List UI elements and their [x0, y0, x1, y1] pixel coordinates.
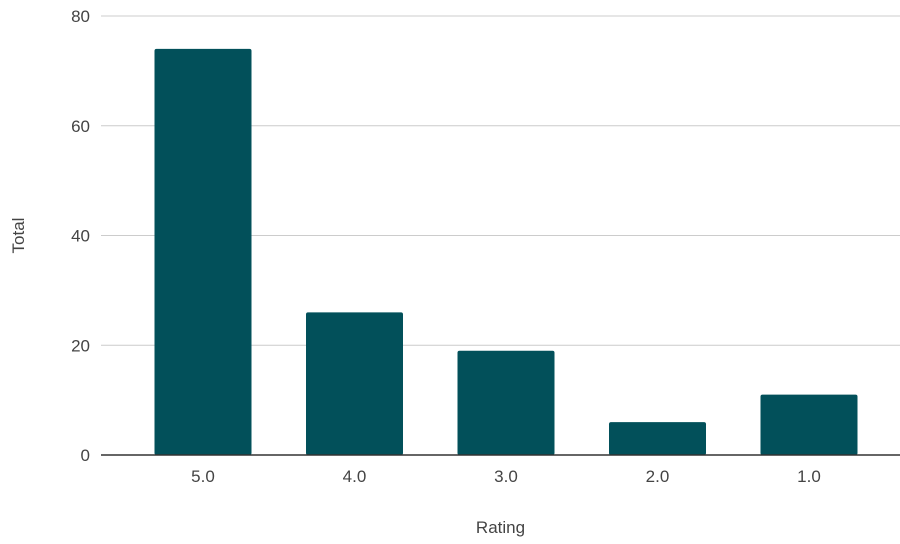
x-tick-label: 2.0: [646, 467, 670, 486]
x-tick-label: 3.0: [494, 467, 518, 486]
y-tick-label: 80: [71, 7, 90, 26]
x-tick-label: 1.0: [797, 467, 821, 486]
bar-5.0: [154, 48, 252, 456]
y-tick-label: 0: [81, 446, 90, 465]
bar-3.0: [457, 350, 555, 455]
x-tick-label: 5.0: [191, 467, 215, 486]
y-tick-label: 40: [71, 227, 90, 246]
x-tick-label: 4.0: [343, 467, 367, 486]
y-axis-title: Total: [9, 218, 28, 254]
x-axis-title: Rating: [476, 518, 525, 537]
x-tick-labels: 5.0 4.0 3.0 2.0 1.0: [191, 467, 821, 486]
bar-4.0: [306, 312, 403, 455]
y-tick-label: 20: [71, 336, 90, 355]
y-tick-labels: 0 20 40 60 80: [71, 7, 90, 465]
bar-1.0: [760, 394, 858, 455]
y-tick-label: 60: [71, 117, 90, 136]
bars: [154, 48, 858, 456]
bar-2.0: [609, 422, 706, 455]
